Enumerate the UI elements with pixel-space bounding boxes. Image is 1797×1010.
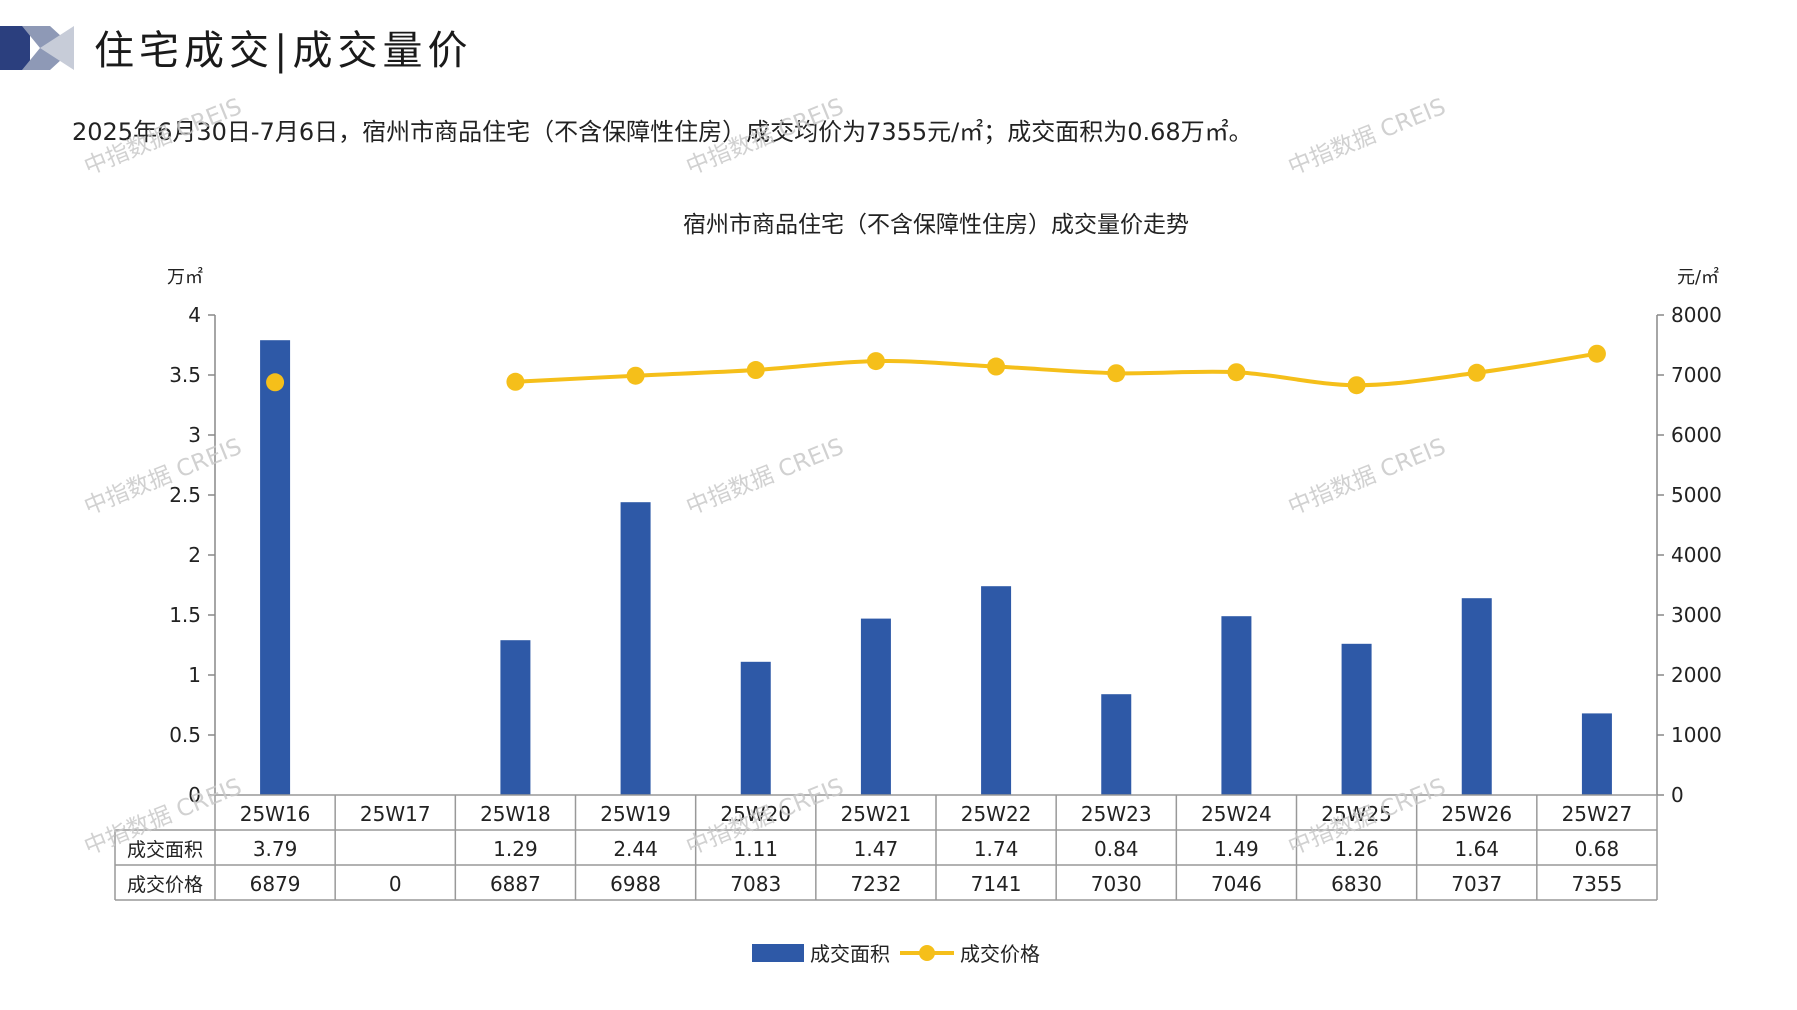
table-cell-price: 6830	[1331, 872, 1382, 896]
y-left-tick-label: 4	[188, 303, 201, 327]
table-cell-area: 1.64	[1454, 837, 1499, 861]
table-cell-area: 1.47	[854, 837, 899, 861]
y-right-tick-label: 5000	[1671, 483, 1722, 507]
logo-light-block	[40, 26, 74, 70]
legend-line-swatch	[900, 943, 954, 963]
price-point-25W26	[1467, 363, 1486, 382]
table-cell-area: 0.68	[1575, 837, 1620, 861]
price-point-25W22	[987, 357, 1006, 376]
table-cell-price: 6988	[610, 872, 661, 896]
legend-bar-swatch	[752, 943, 804, 962]
bar-25W23	[1101, 694, 1132, 795]
x-tick-label: 25W16	[240, 802, 311, 826]
x-tick-label: 25W27	[1562, 802, 1633, 826]
y-left-tick-label: 1	[188, 663, 201, 687]
x-tick-label: 25W23	[1081, 802, 1152, 826]
table-cell-price: 0	[389, 872, 402, 896]
table-cell-area: 1.49	[1214, 837, 1259, 861]
price-line	[515, 351, 1598, 388]
page-title: 住宅成交|成交量价	[94, 28, 473, 74]
table-cell-price: 7083	[730, 872, 781, 896]
table-cell-area: 1.26	[1334, 837, 1379, 861]
table-cell-area: 1.11	[733, 837, 778, 861]
price-point-25W24	[1227, 363, 1246, 382]
table-cell-price: 7030	[1091, 872, 1142, 896]
price-point-25W20	[746, 361, 765, 380]
x-tick-label: 25W26	[1441, 802, 1512, 826]
bar-25W18	[500, 640, 531, 795]
summary-text: 2025年6月30日-7月6日，宿州市商品住宅（不含保障性住房）成交均价为735…	[72, 118, 1253, 146]
price-point-25W23	[1107, 364, 1126, 383]
x-tick-label: 25W17	[360, 802, 431, 826]
x-tick-label: 25W21	[841, 802, 912, 826]
bar-25W24	[1221, 616, 1252, 795]
x-tick-label: 25W25	[1321, 802, 1392, 826]
table-cell-price: 7046	[1211, 872, 1262, 896]
y-right-tick-label: 8000	[1671, 303, 1722, 327]
chart-title: 宿州市商品住宅（不含保障性住房）成交量价走势	[683, 212, 1189, 238]
x-tick-label: 25W24	[1201, 802, 1272, 826]
table-cell-area: 0.84	[1094, 837, 1139, 861]
table-cell-price: 7355	[1571, 872, 1622, 896]
bar-25W27	[1581, 713, 1612, 795]
y-right-tick-label: 4000	[1671, 543, 1722, 567]
price-point-25W18	[506, 372, 525, 391]
y-left-tick-label: 0.5	[169, 723, 201, 747]
y-right-tick-label: 1000	[1671, 723, 1722, 747]
table-cell-price: 6879	[250, 872, 301, 896]
price-point-25W27	[1587, 344, 1606, 363]
bar-25W25	[1341, 643, 1372, 795]
bar-25W19	[620, 502, 651, 795]
bar-25W22	[981, 586, 1012, 795]
y-left-tick-label: 3.5	[169, 363, 201, 387]
y-right-tick-label: 3000	[1671, 603, 1722, 627]
table-row-label-price: 成交价格	[127, 874, 203, 896]
price-point-25W21	[866, 352, 885, 371]
legend-bar-label: 成交面积	[810, 942, 890, 966]
y-left-tick-label: 2.5	[169, 483, 201, 507]
bar-25W21	[860, 618, 891, 795]
table-cell-area: 2.44	[613, 837, 658, 861]
y-left-tick-label: 3	[188, 423, 201, 447]
table-cell-area: 1.29	[493, 837, 538, 861]
y-right-unit: 元/㎡	[1677, 266, 1719, 288]
logo-dark-block	[0, 26, 30, 70]
x-tick-label: 25W20	[720, 802, 791, 826]
y-right-tick-label: 0	[1671, 783, 1684, 807]
table-cell-price: 6887	[490, 872, 541, 896]
y-right-tick-label: 7000	[1671, 363, 1722, 387]
y-left-tick-label: 2	[188, 543, 201, 567]
x-tick-label: 25W18	[480, 802, 551, 826]
y-right-tick-label: 6000	[1671, 423, 1722, 447]
chart-legend: 成交面积 成交价格	[752, 938, 1040, 967]
bar-25W16	[260, 340, 291, 795]
bar-25W26	[1461, 598, 1492, 795]
y-left-tick-label: 1.5	[169, 603, 201, 627]
table-cell-area: 1.74	[974, 837, 1019, 861]
table-cell-price: 7141	[971, 872, 1022, 896]
table-cell-price: 7037	[1451, 872, 1502, 896]
bar-25W20	[740, 661, 771, 795]
table-cell-area: 3.79	[253, 837, 298, 861]
y-left-tick-label: 0	[188, 783, 201, 807]
x-tick-label: 25W22	[961, 802, 1032, 826]
y-right-tick-label: 2000	[1671, 663, 1722, 687]
logo	[0, 26, 74, 70]
price-point-25W25	[1347, 376, 1366, 395]
table-cell-price: 7232	[850, 872, 901, 896]
legend-line-label: 成交价格	[960, 942, 1040, 966]
x-tick-label: 25W19	[600, 802, 671, 826]
table-row-label-area: 成交面积	[127, 839, 203, 861]
y-left-unit: 万㎡	[167, 266, 203, 288]
price-point-25W16	[266, 373, 285, 392]
price-point-25W19	[626, 366, 645, 385]
